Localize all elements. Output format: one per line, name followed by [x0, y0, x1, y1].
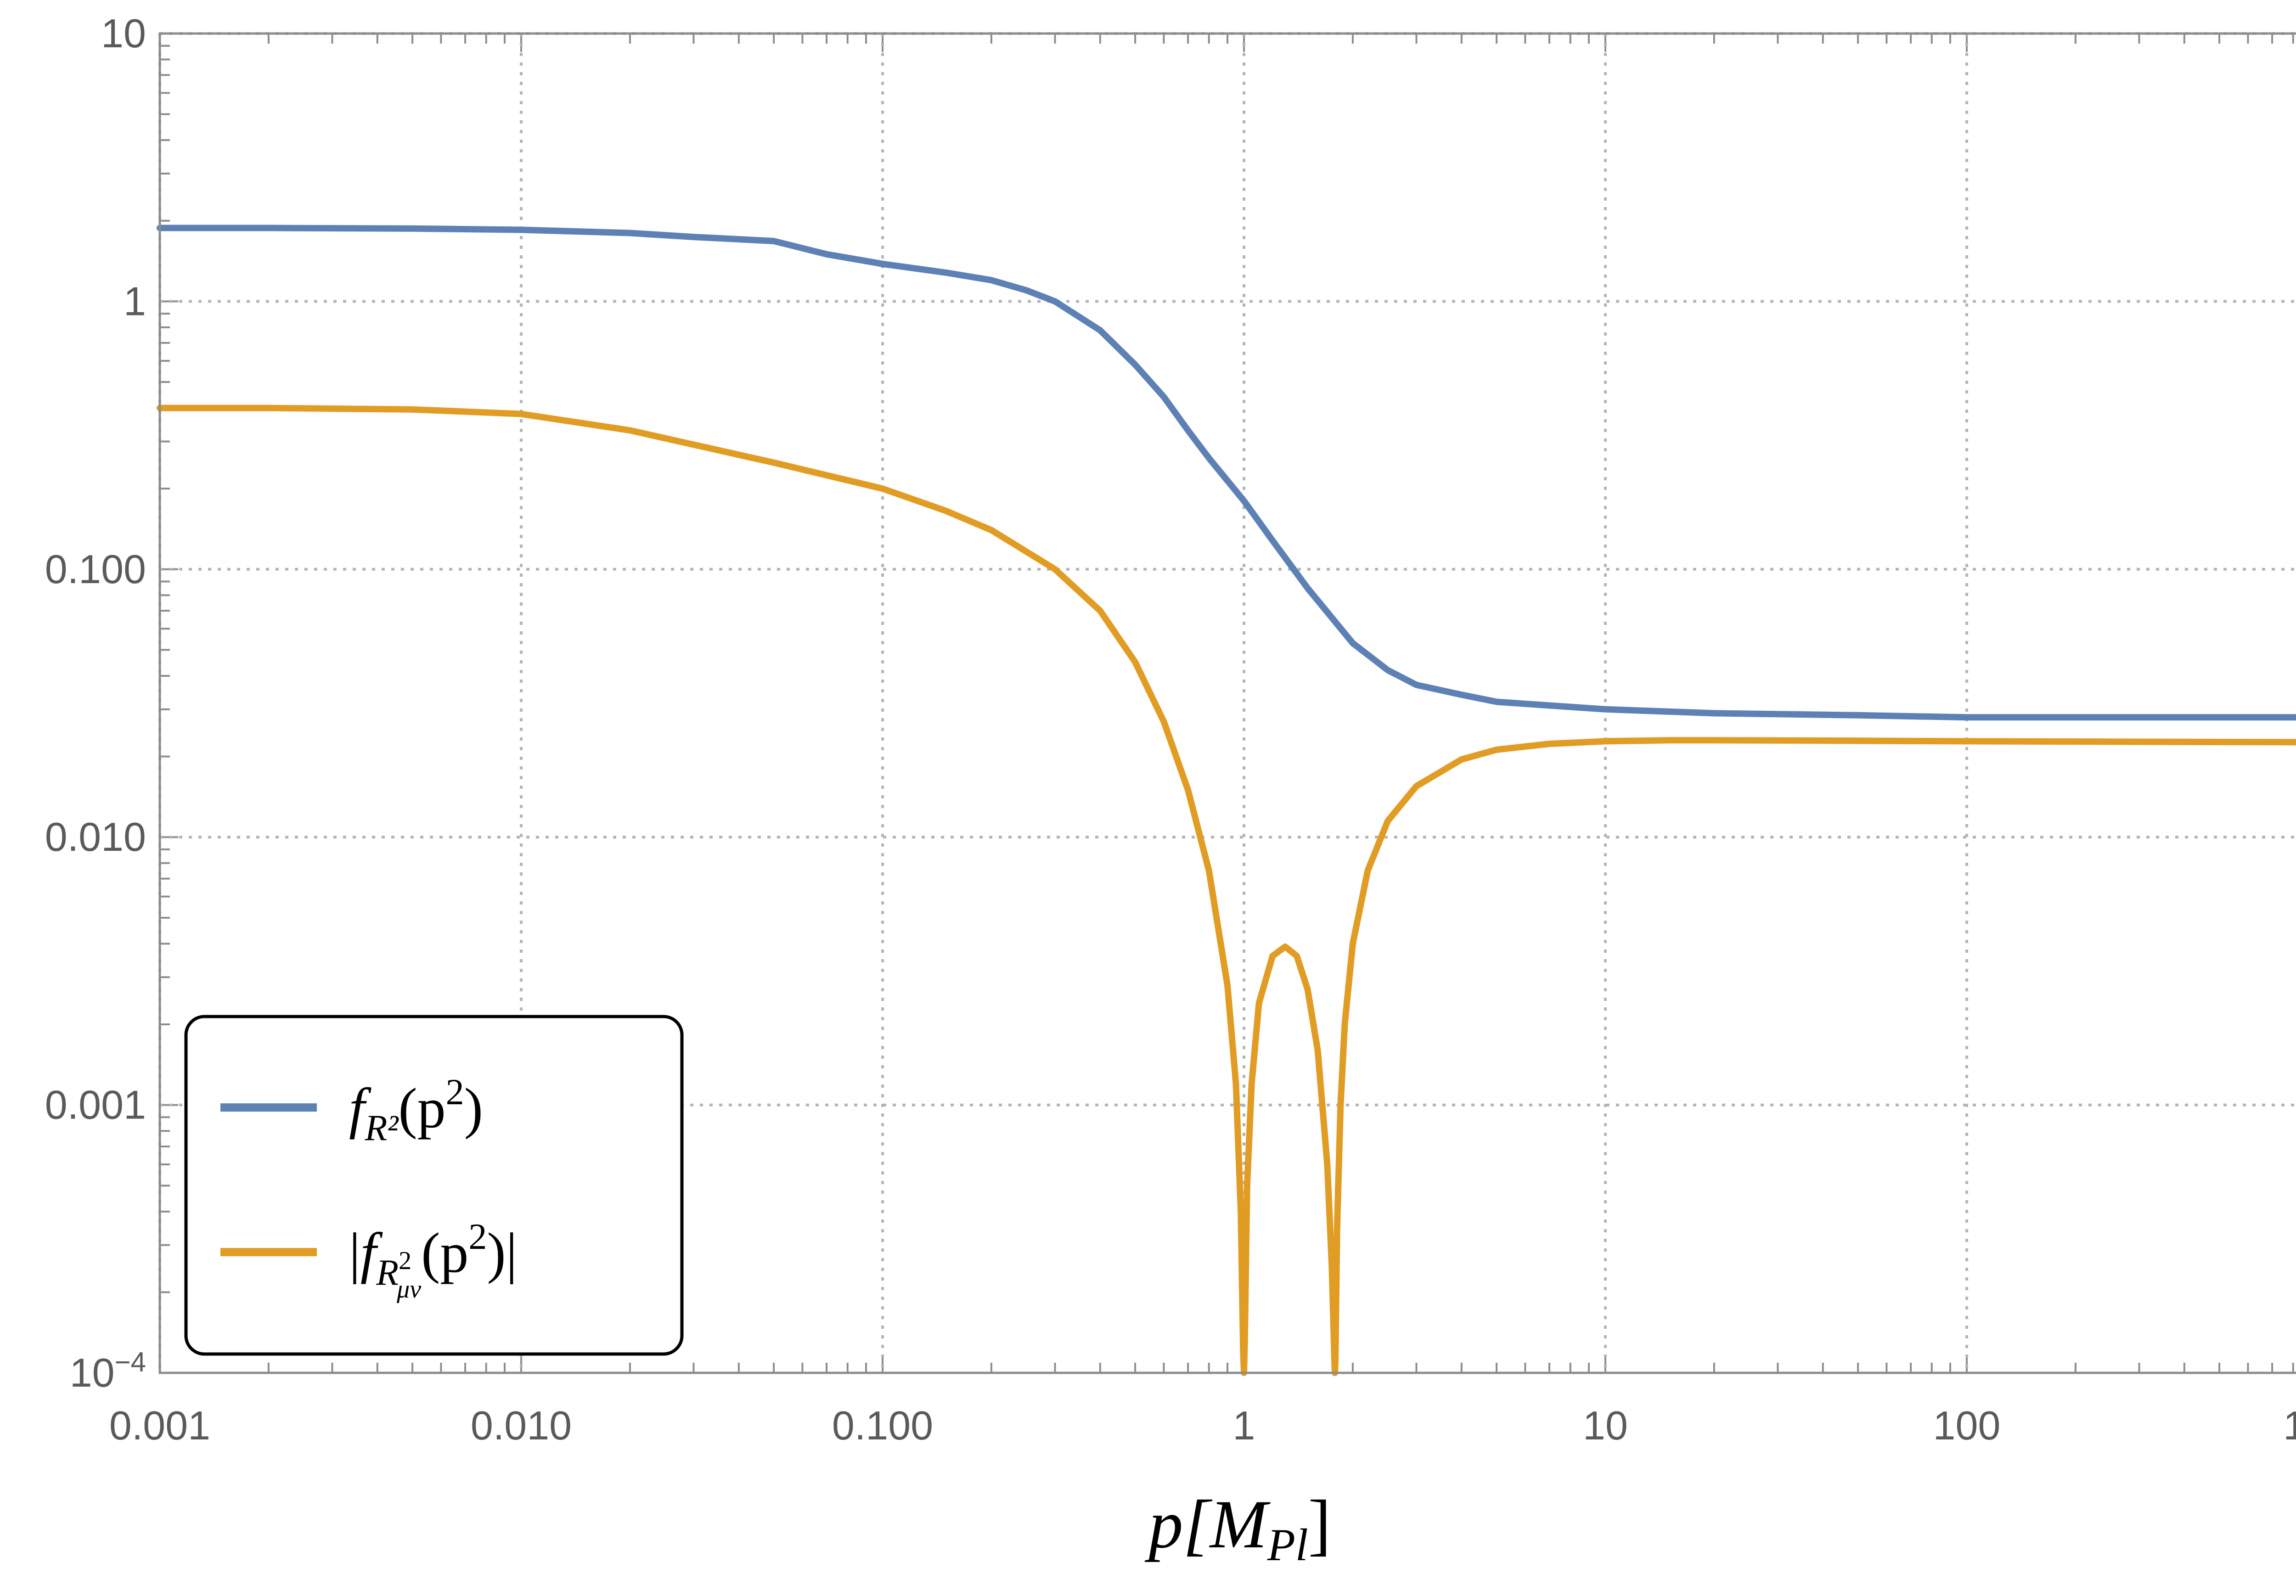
series-line-f-r2munu	[157, 405, 2296, 1376]
legend-label-f-r2munu: |fR2 μν(p2)|	[349, 1217, 518, 1304]
y-tick-label-bottom-exp: −4	[115, 1347, 146, 1377]
x-tick-label: 10	[1583, 1403, 1628, 1448]
x-tick-label: 0.001	[109, 1403, 210, 1448]
legend-label-f-r2munu-sub-sup: 2	[399, 1247, 411, 1275]
y-tick-label-bottom-base: 10	[70, 1350, 115, 1395]
legend-label-f-r2munu-arg: (p	[421, 1221, 468, 1284]
plot-frame	[158, 32, 2296, 1374]
legend-box	[184, 1015, 684, 1356]
legend-label-f-r2munu-open: |	[349, 1221, 360, 1284]
y-tick-label: 10	[101, 11, 146, 56]
legend-label-f-r2-arg: (p	[398, 1077, 445, 1140]
legend-label-f-r2munu-sup: 2	[468, 1217, 487, 1257]
legend-label-f-r2-sup: 2	[446, 1072, 464, 1113]
x-axis-title-close: ]	[1308, 1486, 1331, 1562]
x-tick-label: 0.100	[832, 1403, 933, 1448]
x-axis-title: p[MPl]	[1144, 1486, 1331, 1570]
legend: fR²(p2) |fR2 μν(p2)|	[184, 1015, 684, 1356]
y-tick-label: 0.010	[45, 814, 146, 860]
legend-label-f-r2munu-sub-sub: μν	[396, 1275, 421, 1304]
x-tick-label: 100	[1933, 1403, 2001, 1448]
y-tick-label: 0.100	[45, 546, 146, 592]
legend-label-f-r2: fR²(p2)	[349, 1072, 483, 1148]
y-tick-label-bottom: 10−4	[70, 1347, 146, 1396]
legend-label-f-r2munu-close: )|	[487, 1221, 517, 1284]
minor-ticks	[159, 34, 2294, 1374]
series-layer	[157, 225, 2296, 1376]
legend-label-f-r2munu-sub-base: R	[376, 1253, 399, 1293]
legend-label-f-r2-close: )	[464, 1077, 483, 1140]
y-tick-label: 1	[124, 278, 146, 324]
y-tick-labels: 10 1 0.100 0.010 0.001	[45, 11, 146, 1128]
series-line-f-r2	[157, 225, 2296, 721]
y-tick-label: 0.001	[45, 1082, 146, 1128]
x-axis-title-sub: Pl	[1267, 1519, 1308, 1570]
x-tick-label: 0.010	[471, 1403, 572, 1448]
x-axis-title-main: p[M	[1144, 1486, 1270, 1562]
x-tick-label: 1	[1233, 1403, 1255, 1448]
legend-label-f-r2-sub: R²	[364, 1108, 399, 1148]
